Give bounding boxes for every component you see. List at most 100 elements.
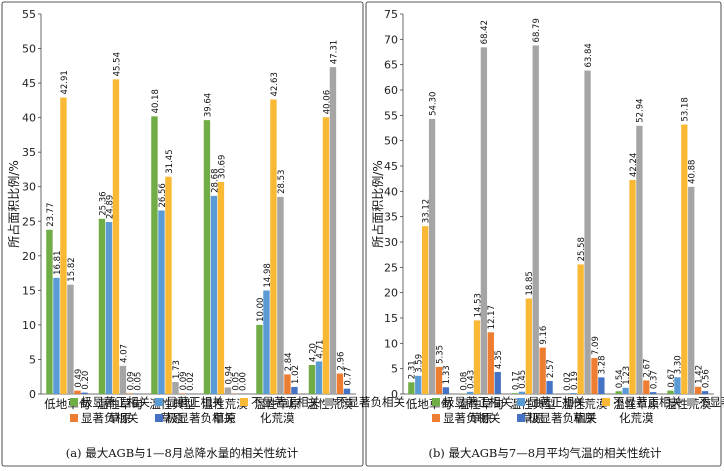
data-label: 1.02	[291, 365, 301, 384]
data-label: 0.67	[667, 369, 677, 388]
data-label: 2.96	[336, 352, 346, 371]
y-tick-label: 5	[29, 353, 36, 366]
data-label: 3.59	[415, 354, 425, 373]
data-label: 25.36	[98, 191, 108, 215]
y-tick-label: 65	[384, 59, 398, 72]
data-label: 1.23	[622, 366, 632, 385]
panel-a-chart: 0 5 10 15 20 25 30 35 40 45 50 55 所占面积比例/% 低地草甸 23.77 1…	[6, 8, 356, 425]
data-label: 0.56	[701, 369, 711, 388]
x-category-label: 草原	[521, 411, 544, 425]
data-label: 3.28	[598, 355, 608, 374]
legend-label: 极显著正相关	[81, 395, 150, 409]
bar	[525, 298, 532, 394]
data-label: 4.07	[119, 344, 129, 363]
data-label: 2.67	[643, 359, 653, 378]
data-label: 10.00	[256, 298, 266, 322]
legend-swatch	[517, 414, 525, 422]
bar	[511, 393, 519, 394]
data-label: 0.05	[133, 372, 143, 391]
y-tick-label: 35	[384, 211, 398, 224]
bar	[322, 117, 330, 395]
bar	[329, 67, 337, 394]
legend-swatch	[325, 398, 333, 406]
bar	[119, 365, 127, 394]
y-tick-label: 70	[384, 33, 398, 46]
data-label: 18.85	[525, 271, 535, 295]
bar	[343, 388, 351, 394]
bar	[203, 120, 211, 395]
data-label: 0.09	[179, 371, 189, 390]
bar	[126, 393, 134, 394]
data-label: 40.06	[322, 90, 332, 114]
bar	[105, 222, 113, 394]
data-label: 1.73	[172, 360, 182, 379]
bar	[473, 320, 481, 394]
data-label: 40.88	[688, 160, 698, 184]
x-category-label: 温性草原	[613, 397, 659, 411]
y-axis-label: 所占面积比例/%	[370, 160, 385, 247]
bar	[291, 386, 298, 394]
data-label: 1.42	[694, 365, 704, 384]
y-tick-label: 45	[384, 160, 398, 173]
x-category-label: 草原	[469, 411, 492, 425]
bar	[539, 347, 546, 394]
data-label: 2.84	[284, 352, 294, 371]
caption-a: (a) 最大AGB与1—8月总降水量的相关性统计	[66, 446, 299, 460]
data-label: 45.54	[112, 52, 122, 76]
bar	[435, 366, 443, 394]
caption-b: (b) 最大AGB与7—8月平均气温的相关性统计	[428, 446, 662, 460]
y-tick-label: 30	[384, 236, 398, 249]
data-label: 0.94	[224, 366, 234, 385]
data-label: 28.68	[210, 169, 220, 193]
x-category-label: 化荒漠	[619, 411, 654, 425]
bar	[210, 195, 218, 394]
bar	[277, 196, 284, 394]
legend-swatch	[432, 414, 440, 422]
x-category-label: 温性荒漠	[202, 397, 248, 411]
data-label: 0.08	[459, 372, 469, 391]
x-category-label: 草原	[213, 411, 236, 425]
bar	[598, 377, 605, 394]
x-category-label: 化荒漠	[260, 411, 295, 425]
y-tick-label: 15	[22, 284, 36, 297]
data-label: 0.19	[570, 371, 580, 390]
bar	[217, 181, 225, 394]
bar	[415, 375, 422, 394]
y-tick-label: 20	[384, 287, 398, 300]
bar	[263, 290, 270, 394]
legend-label: 显著负相关	[81, 411, 139, 425]
data-label: 0.43	[466, 370, 476, 389]
legend-swatch	[602, 398, 610, 406]
data-label: 0.00	[238, 372, 248, 391]
data-label: 4.35	[494, 350, 504, 369]
data-label: 68.42	[480, 20, 490, 44]
legend-label: 不显著正相关	[251, 395, 320, 409]
y-tick-label: 25	[384, 261, 398, 274]
bar	[172, 382, 179, 394]
bar	[442, 387, 450, 394]
data-label: 26.56	[158, 183, 168, 207]
bar	[570, 393, 577, 394]
data-label: 0.02	[186, 372, 196, 391]
data-label: 1.33	[442, 365, 452, 384]
legend-label: 显著正相关	[528, 395, 586, 409]
bar	[308, 364, 316, 394]
bar	[81, 392, 88, 394]
bar	[98, 218, 106, 394]
data-label: 33.12	[421, 199, 431, 223]
data-label: 42.91	[60, 70, 70, 94]
bar	[584, 70, 591, 394]
y-tick-label: 55	[22, 8, 36, 21]
bar	[636, 125, 643, 395]
x-category-label: 草原	[108, 411, 131, 425]
data-label: 0.77	[343, 367, 353, 386]
y-tick-label: 40	[22, 112, 36, 125]
bar	[112, 79, 120, 395]
data-label: 0.37	[650, 370, 660, 389]
data-label: 2.57	[546, 359, 556, 378]
data-label: 39.64	[203, 93, 213, 117]
data-label: 14.98	[263, 263, 273, 287]
bar	[224, 387, 232, 394]
legend-swatch	[70, 414, 78, 422]
